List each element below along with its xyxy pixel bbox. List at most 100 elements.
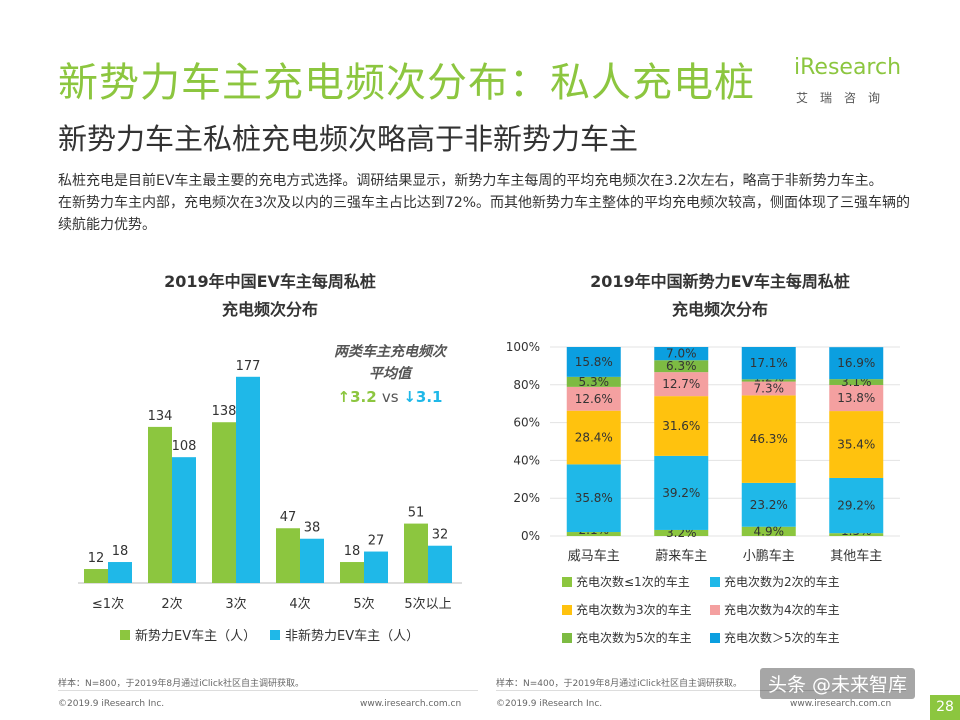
segment-label: 12.7% <box>662 377 700 391</box>
stacked-segment <box>829 477 884 534</box>
y-tick-label: 40% <box>513 453 540 467</box>
legend-swatch <box>710 605 720 615</box>
x-tick-label: 5次以上 <box>404 596 451 612</box>
legend-label: 充电次数为5次的车主 <box>576 630 692 645</box>
x-tick-label: 小鹏车主 <box>743 548 795 564</box>
data-label: 51 <box>408 506 425 521</box>
iresearch-logo: iResearch 艾瑞咨询 <box>794 55 919 111</box>
x-tick-label: 威马车主 <box>568 548 620 564</box>
stacked-segment <box>829 379 884 385</box>
stacked-segment <box>654 529 709 536</box>
bar <box>148 426 172 583</box>
y-tick-label: 20% <box>513 491 540 505</box>
stacked-segment <box>654 347 709 361</box>
data-label: 177 <box>236 359 261 374</box>
x-tick-label: 2次 <box>161 596 182 612</box>
footer-divider <box>496 690 906 691</box>
segment-label: 28.4% <box>575 431 613 445</box>
logo-subtext: 艾瑞咨询 <box>796 91 893 105</box>
bar <box>172 457 196 583</box>
x-tick-label: 3次 <box>225 596 246 612</box>
annotation-values: ↑3.2 vs ↓3.1 <box>338 388 443 406</box>
left-sample-note: 样本：N=800，于2019年8月通过iClick社区自主调研获取。 <box>58 679 305 689</box>
right-copyright: ©2019.9 iResearch Inc. <box>496 699 603 709</box>
segment-label: 5.3% <box>579 375 610 389</box>
data-label: 138 <box>212 404 237 419</box>
left-chart-title: 2019年中国EV车主每周私桩 充电频次分布 <box>90 268 450 324</box>
stacked-segment <box>566 410 621 465</box>
page-subtitle: 新势力车主私桩充电频次略高于非新势力车主 <box>58 122 639 156</box>
right-chart-title: 2019年中国新势力EV车主每周私桩 充电频次分布 <box>520 268 920 324</box>
left-chart-title-line2: 充电频次分布 <box>221 300 318 319</box>
stacked-segment <box>566 532 621 536</box>
stacked-segment <box>566 347 621 377</box>
right-url[interactable]: www.iresearch.com.cn <box>790 699 892 709</box>
x-tick-label: 4次 <box>289 596 310 612</box>
segment-label: 29.2% <box>837 499 875 513</box>
y-tick-label: 0% <box>521 529 540 543</box>
stacked-segment <box>566 464 621 533</box>
logo-text: iResearch <box>794 55 902 80</box>
segment-label: 16.9% <box>837 356 875 370</box>
data-label: 18 <box>112 544 129 559</box>
bar <box>276 528 300 583</box>
stacked-segment <box>741 395 796 483</box>
y-tick-label: 60% <box>513 416 540 430</box>
left-url[interactable]: www.iresearch.com.cn <box>360 699 462 709</box>
x-tick-label: 蔚来车主 <box>655 548 707 564</box>
bar <box>404 523 428 583</box>
data-label: 18 <box>344 544 361 559</box>
legend-swatch <box>562 633 572 643</box>
page-number: 28 <box>930 695 960 720</box>
legend-label: 充电次数为2次的车主 <box>724 574 840 589</box>
data-label: 12 <box>88 551 105 566</box>
segment-label: 12.6% <box>575 392 613 406</box>
intro-paragraph-2: 在新势力车主内部，充电频次在3次及以内的三强车主占比达到72%。而其他新势力车主… <box>58 195 911 233</box>
segment-label: 6.3% <box>666 359 697 373</box>
vs-label: vs <box>382 388 403 406</box>
legend-swatch <box>562 605 572 615</box>
bar <box>212 422 236 583</box>
x-tick-label: ≤1次 <box>92 596 124 612</box>
right-sample-note: 样本：N=400，于2019年8月通过iClick社区自主调研获取。 <box>496 679 743 689</box>
intro-text: 私桩充电是目前EV车主最主要的充电方式选择。调研结果显示，新势力车主每周的平均充… <box>58 170 918 236</box>
segment-label: 17.1% <box>750 356 788 370</box>
data-label: 38 <box>304 521 321 536</box>
stacked-segment <box>741 381 796 396</box>
bar <box>364 551 388 583</box>
segment-label: 39.2% <box>662 486 700 500</box>
x-tick-label: 5次 <box>353 596 374 612</box>
stacked-segment <box>829 347 884 380</box>
stacked-segment <box>654 455 709 530</box>
footer-divider <box>58 690 478 691</box>
stacked-segment <box>741 482 796 527</box>
watermark: 头条 @未来智库 <box>760 668 916 699</box>
left-chart-title-line1: 2019年中国EV车主每周私桩 <box>164 272 376 291</box>
annotation-line1: 两类车主充电频次 <box>334 343 448 360</box>
bar <box>340 562 364 583</box>
x-tick-label: 其他车主 <box>830 548 882 564</box>
stacked-segment <box>829 411 884 478</box>
segment-label: 35.8% <box>575 491 613 505</box>
left-copyright: ©2019.9 iResearch Inc. <box>58 699 165 709</box>
legend-swatch <box>270 630 280 640</box>
right-chart-title-line2: 充电频次分布 <box>671 300 768 319</box>
segment-label: 15.8% <box>575 355 613 369</box>
stacked-segment <box>741 347 796 380</box>
legend-swatch <box>710 577 720 587</box>
bar <box>428 545 452 583</box>
legend-label: 充电次数为4次的车主 <box>724 602 840 617</box>
bar <box>236 376 260 583</box>
new-avg-value: ↑3.2 <box>338 388 382 406</box>
segment-label: 7.3% <box>754 381 785 395</box>
y-tick-label: 80% <box>513 378 540 392</box>
stacked-segment <box>741 526 796 536</box>
data-label: 27 <box>368 534 385 549</box>
segment-label: 31.6% <box>662 419 700 433</box>
data-label: 47 <box>280 510 297 525</box>
bar <box>300 538 324 583</box>
segment-label: 13.8% <box>837 391 875 405</box>
stacked-bar-chart: 0%20%40%60%80%100%2.1%35.8%28.4%12.6%5.3… <box>506 340 900 645</box>
legend-swatch <box>562 577 572 587</box>
legend-label: 新势力EV车主（人） <box>135 628 256 644</box>
